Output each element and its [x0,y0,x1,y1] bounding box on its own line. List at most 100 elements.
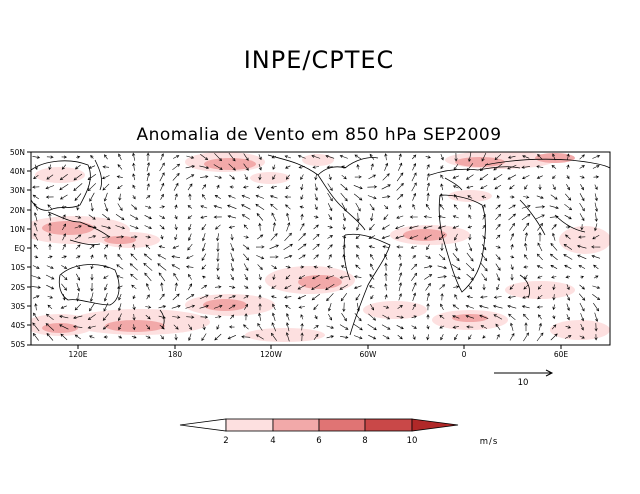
wind-arrow-icon [76,203,80,211]
wind-arrow-icon [186,174,195,180]
wind-arrow-icon [370,263,374,271]
wind-arrow-icon [116,175,123,179]
wind-arrow-icon [62,214,66,220]
wind-arrow-icon [426,314,430,320]
wind-arrow-icon [594,312,599,322]
wind-arrow-icon [132,173,136,181]
wind-arrow-icon [47,255,53,259]
wind-arrow-icon [495,223,501,230]
wind-arrow-icon [439,284,446,290]
wind-arrow-icon [74,334,81,340]
wind-arrow-icon [370,163,374,171]
wind-arrow-icon [214,285,222,289]
wind-arrow-icon [132,152,136,161]
wind-arrow-icon [493,314,503,320]
wind-arrow-icon [454,242,458,252]
wind-arrow-icon [523,332,529,342]
wind-arrow-icon [214,153,223,162]
wind-arrow-icon [495,213,502,221]
wind-arrow-icon [186,294,195,300]
wind-arrow-icon [188,333,192,342]
wind-arrow-icon [185,265,194,269]
wind-arrow-icon [395,235,405,240]
wind-arrow-icon [159,215,166,219]
wind-arrow-icon [102,235,111,239]
wind-arrow-icon [285,274,291,280]
wind-arrow-icon [467,195,473,199]
wind-arrow-icon [74,193,82,201]
wind-arrow-icon [172,315,181,319]
wind-arrow-icon [593,264,599,270]
wind-arrow-icon [453,163,459,171]
wind-arrow-icon [566,153,570,161]
wind-arrow-icon [479,314,489,319]
wind-arrow-icon [482,204,486,210]
wind-arrow-icon [258,284,262,290]
wind-arrow-icon [283,243,293,251]
wind-arrow-icon [466,325,474,329]
wind-arrow-icon [87,314,96,320]
wind-arrow-icon [243,224,249,230]
wind-arrow-icon [116,275,124,279]
wind-arrow-icon [103,192,108,202]
wind-arrow-icon [550,242,558,251]
wind-arrow-icon [384,294,388,300]
wind-arrow-icon [89,335,95,339]
wind-arrow-icon [468,152,472,163]
wind-arrow-icon [214,194,221,199]
wind-arrow-icon [146,152,150,161]
wind-arrow-icon [256,213,264,221]
wind-arrow-icon [216,324,220,330]
wind-arrow-icon [46,333,54,341]
wind-arrow-icon [425,155,431,159]
wind-arrow-icon [452,225,460,229]
wind-arrow-icon [300,174,304,181]
wind-arrow-icon [382,245,390,249]
wind-arrow-icon [495,254,501,261]
wind-arrow-icon [187,215,193,219]
wind-arrow-icon [174,193,178,201]
wind-arrow-icon [101,175,110,180]
wind-arrow-icon [216,233,220,242]
wind-arrow-icon [342,235,347,239]
wind-arrow-icon [495,245,501,249]
wind-arrow-icon [271,285,277,289]
wind-arrow-icon [117,164,123,170]
wind-arrow-icon [144,225,152,229]
wind-arrow-icon [129,225,139,230]
wind-arrow-icon [466,163,474,172]
wind-arrow-icon [146,183,150,191]
wind-arrow-icon [87,183,97,192]
wind-arrow-icon [478,304,489,309]
wind-arrow-icon [468,334,472,340]
wind-arrow-icon [103,275,109,279]
wind-arrow-icon [579,213,585,222]
wind-arrow-icon [313,215,319,219]
wind-arrow-icon [521,305,530,309]
wind-arrow-icon [355,245,360,249]
wind-arrow-icon [313,325,319,329]
wind-arrow-icon [412,192,417,201]
wind-arrow-icon [258,154,262,161]
wind-arrow-icon [228,152,236,162]
wind-arrow-icon [243,253,250,261]
lon-label: 0 [462,350,467,359]
wind-arrow-icon [342,213,346,222]
wind-arrow-icon [523,195,530,199]
wind-arrow-icon [172,172,180,181]
wind-arrow-icon [496,194,500,199]
wind-arrow-icon [342,253,346,260]
reference-arrowhead-icon [545,369,554,377]
wind-arrow-icon [466,185,474,189]
wind-arrow-icon [146,283,150,291]
wind-arrow-icon [243,324,249,330]
wind-arrow-icon [312,243,320,251]
wind-arrow-icon [454,233,458,241]
wind-arrow-icon [174,334,178,341]
wind-arrow-icon [157,254,167,260]
wind-arrow-icon [326,335,335,339]
wind-arrow-icon [369,273,375,280]
wind-arrow-icon [314,183,318,191]
wind-arrow-icon [325,275,335,280]
wind-arrow-icon [452,253,460,262]
